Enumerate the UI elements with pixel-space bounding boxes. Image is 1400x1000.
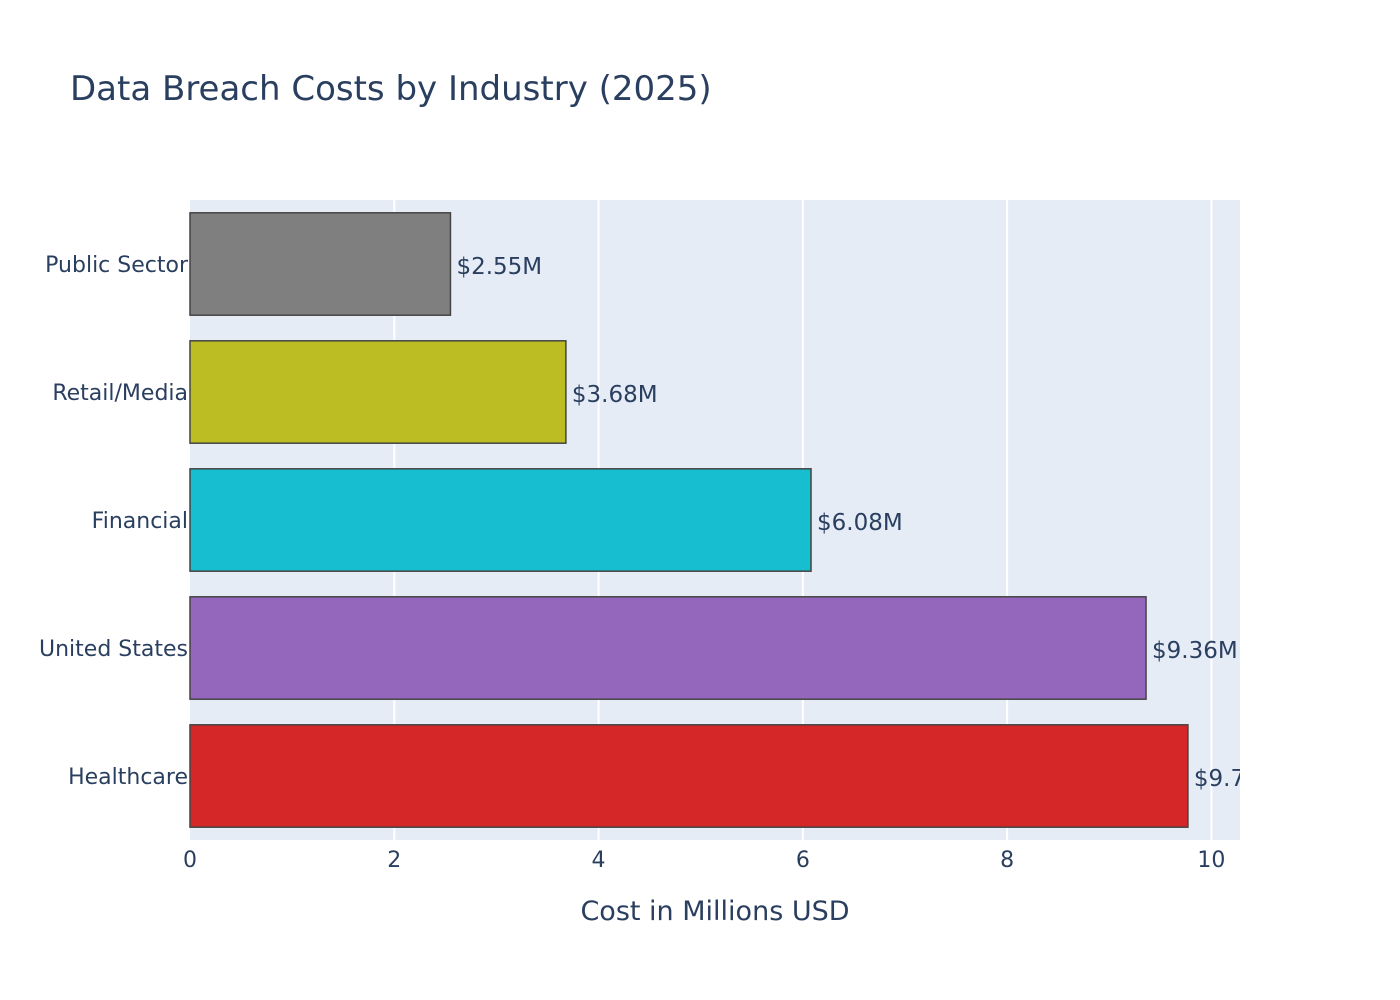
bar-value-label: $9.36M [1152,638,1238,664]
x-tick-label: 4 [592,848,606,873]
y-axis-ticks: Healthcare United States Financial Retail/M… [39,253,189,790]
chart-title: Data Breach Costs by Industry (2025) [70,69,712,109]
y-tick-label: Retail/Media [52,381,188,406]
bar [189,340,567,444]
bar [189,724,1189,828]
y-tick-label: Public Sector [45,253,189,278]
bars [189,212,1189,828]
bar [189,468,812,572]
y-tick-label: Healthcare [68,765,188,790]
bar-value-label: $6.08M [817,510,903,536]
value-labels: $9.77M $9.36M $6.08M $3.68M $2.55M [456,254,1280,792]
y-tick-label: United States [39,637,188,662]
bar [189,596,1147,700]
bar-value-label: $2.55M [456,254,542,280]
bar-value-label: $9.77M [1194,766,1280,792]
x-tick-label: 8 [1000,848,1014,873]
x-tick-label: 10 [1197,848,1225,873]
y-tick-label: Financial [92,509,188,534]
bar [189,212,452,316]
x-axis-ticks: 0 2 4 6 8 10 [183,848,1225,873]
x-axis-title: Cost in Millions USD [580,896,849,927]
x-tick-label: 0 [183,848,197,873]
x-tick-label: 2 [387,848,401,873]
bar-value-label: $3.68M [572,382,658,408]
x-tick-label: 6 [796,848,810,873]
